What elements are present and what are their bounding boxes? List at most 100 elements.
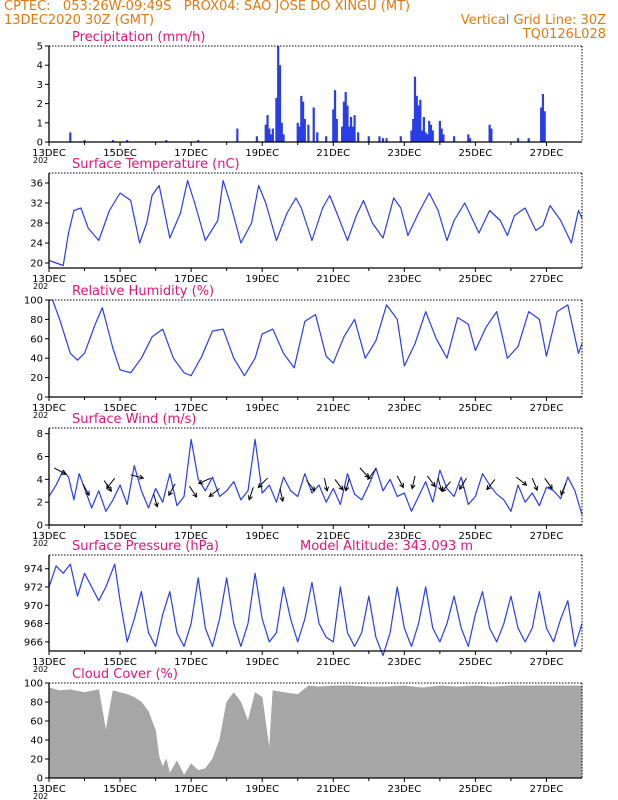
precip-bar bbox=[413, 76, 417, 142]
x-year-label: 202 bbox=[33, 411, 48, 420]
precip-bar bbox=[298, 126, 301, 142]
panel-6: 0 20 40 60 80 100 13DEC 15DEC 17DEC 19DEC 21DEC 23D… bbox=[24, 667, 583, 800]
x-tick-label: 17DEC bbox=[174, 274, 208, 285]
precip-bar bbox=[422, 117, 425, 142]
precip-bar bbox=[325, 136, 328, 142]
x-tick-label: 21DEC bbox=[316, 274, 350, 285]
y-tick-label: 5 bbox=[37, 42, 43, 53]
panel-title: Surface Temperature (nC) bbox=[72, 157, 240, 172]
y-tick-label: 60 bbox=[30, 717, 43, 728]
precip-bar bbox=[399, 136, 402, 142]
precip-bar bbox=[271, 128, 274, 142]
wind-arrow bbox=[344, 478, 350, 492]
wind-arrow bbox=[82, 483, 90, 497]
x-tick-label: 19DEC bbox=[245, 531, 279, 542]
wind-arrow bbox=[441, 481, 451, 493]
precip-bar bbox=[197, 140, 200, 142]
x-year-label: 202 bbox=[33, 156, 48, 165]
y-tick-label: 972 bbox=[24, 583, 43, 594]
panel-title: Precipitation (mm/h) bbox=[72, 30, 205, 45]
x-tick-label: 25DEC bbox=[459, 403, 493, 414]
precip-bar bbox=[300, 95, 303, 142]
precip-bar bbox=[277, 46, 280, 142]
wind-arrow bbox=[257, 477, 268, 489]
x-tick-label: 15DEC bbox=[103, 403, 137, 414]
precip-bar bbox=[255, 136, 258, 142]
x-tick-label: 21DEC bbox=[316, 531, 350, 542]
x-tick-label: 13DEC bbox=[32, 148, 66, 159]
x-tick-label: 23DEC bbox=[387, 531, 421, 542]
precip-bar bbox=[468, 138, 472, 142]
x-tick-label: 27DEC bbox=[530, 148, 564, 159]
precip-bar bbox=[301, 101, 305, 142]
wind-arrow bbox=[103, 480, 112, 493]
x-tick-label: 25DEC bbox=[459, 148, 493, 159]
precip-bar bbox=[335, 118, 338, 142]
precip-bar bbox=[385, 138, 388, 142]
x-tick-label: 27DEC bbox=[530, 403, 564, 414]
y-tick-label: 0 bbox=[37, 774, 43, 785]
precip-bar bbox=[342, 101, 346, 142]
header-line1: CPTEC: 053:26W-09:49S PROX04: SAO JOSE D… bbox=[4, 0, 411, 14]
precip-bar bbox=[412, 118, 415, 142]
wind-arrow bbox=[54, 467, 67, 475]
precip-bar bbox=[415, 95, 418, 142]
precip-bar bbox=[381, 138, 385, 142]
precip-bar bbox=[348, 126, 351, 142]
precip-bar bbox=[307, 124, 310, 142]
x-tick-label: 21DEC bbox=[316, 784, 350, 795]
wind-arrow bbox=[106, 477, 116, 490]
precip-bar bbox=[69, 132, 72, 142]
precip-bar bbox=[417, 105, 420, 142]
y-tick-label: 0 bbox=[37, 138, 43, 149]
y-tick-label: 4 bbox=[37, 475, 43, 486]
precip-bar bbox=[344, 92, 347, 142]
precip-bar bbox=[516, 138, 520, 142]
y-tick-label: 40 bbox=[30, 354, 43, 365]
x-tick-label: 21DEC bbox=[316, 148, 350, 159]
y-tick-label: 80 bbox=[30, 698, 43, 709]
x-tick-label: 25DEC bbox=[459, 531, 493, 542]
wind-arrow bbox=[247, 487, 254, 501]
y-tick-label: 36 bbox=[30, 179, 43, 190]
wind-arrow bbox=[515, 476, 528, 486]
precip-bar bbox=[268, 128, 271, 142]
x-year-label: 202 bbox=[33, 539, 48, 548]
x-tick-label: 27DEC bbox=[530, 274, 564, 285]
wind-arrow bbox=[531, 478, 539, 492]
x-tick-label: 19DEC bbox=[245, 784, 279, 795]
x-tick-label: 15DEC bbox=[103, 657, 137, 668]
header-date: 13DEC2020 30Z (GMT) bbox=[4, 13, 155, 28]
x-tick-label: 17DEC bbox=[174, 784, 208, 795]
y-tick-label: 100 bbox=[24, 679, 43, 690]
x-tick-label: 27DEC bbox=[530, 784, 564, 795]
precip-bar bbox=[410, 130, 413, 142]
precip-bar bbox=[426, 134, 429, 142]
precip-bar bbox=[280, 122, 283, 142]
wind-arrow bbox=[359, 467, 370, 479]
series-line bbox=[48, 179, 583, 267]
precip-bar bbox=[429, 124, 433, 142]
wind-arrow bbox=[426, 475, 436, 488]
panel-1: 0 1 2 3 4 5 13DEC 15DEC 17DEC 19DEC 21DEC 23DEC 25DE… bbox=[32, 30, 583, 165]
precip-bar bbox=[333, 90, 337, 142]
precip-bar bbox=[540, 107, 543, 142]
x-tick-label: 13DEC bbox=[32, 657, 66, 668]
x-year-label: 202 bbox=[33, 665, 48, 674]
wind-arrow bbox=[560, 482, 567, 496]
x-tick-label: 17DEC bbox=[174, 531, 208, 542]
y-tick-label: 32 bbox=[30, 199, 43, 210]
precip-bar bbox=[341, 126, 344, 142]
precip-bar bbox=[541, 94, 545, 142]
precip-bar bbox=[303, 118, 306, 142]
precip-bar bbox=[527, 138, 530, 142]
y-tick-label: 0 bbox=[37, 521, 43, 532]
precip-bar bbox=[490, 128, 493, 142]
precip-bar bbox=[126, 140, 129, 142]
x-tick-label: 15DEC bbox=[103, 531, 137, 542]
series-line bbox=[48, 563, 583, 657]
x-tick-label: 27DEC bbox=[530, 531, 564, 542]
precip-bar bbox=[236, 128, 239, 142]
precip-bar bbox=[357, 132, 360, 142]
